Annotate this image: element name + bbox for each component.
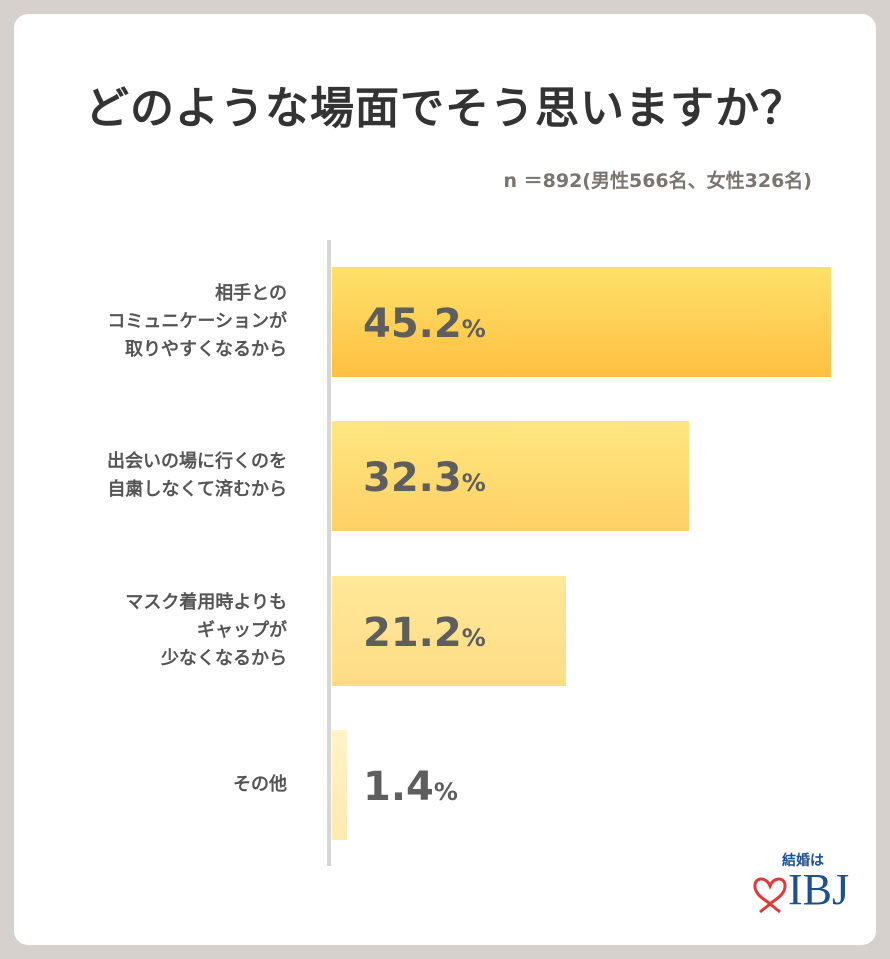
logo-tagline: 結婚は — [782, 853, 824, 869]
ibj-logo: 結婚は IBJ — [752, 850, 852, 925]
data-label-value: 45.2 — [363, 301, 462, 347]
data-label: 21.2% — [363, 613, 486, 653]
heart-icon — [753, 877, 787, 914]
data-label-value: 32.3 — [363, 455, 462, 501]
y-axis-line — [327, 240, 331, 866]
bar — [332, 267, 831, 377]
data-label-unit: % — [433, 778, 458, 806]
data-label-unit: % — [461, 624, 486, 652]
data-label-value: 1.4 — [363, 764, 434, 810]
data-label: 32.3% — [363, 458, 486, 498]
category-label: 出会いの場に行くのを 自粛しなくて済むから — [107, 451, 287, 500]
data-label-unit: % — [461, 469, 486, 497]
sample-size: n ＝892(男性566名、女性326名) — [503, 170, 813, 192]
category-label: その他 — [233, 774, 287, 795]
bar — [332, 730, 348, 840]
data-label: 45.2% — [363, 304, 486, 344]
category-label: 相手との コミュニケーションが 取りやすくなるから — [107, 283, 287, 360]
chart-title: どのような場面でそう思いますか？ — [85, 83, 805, 134]
bar — [332, 576, 567, 686]
data-label-value: 21.2 — [363, 610, 462, 656]
category-label: マスク着用時よりも ギャップが 少なくなるから — [125, 592, 287, 669]
data-label: 1.4% — [363, 767, 458, 807]
data-label-unit: % — [461, 315, 486, 343]
bar — [332, 421, 689, 531]
logo-brand: IBJ — [788, 865, 850, 914]
